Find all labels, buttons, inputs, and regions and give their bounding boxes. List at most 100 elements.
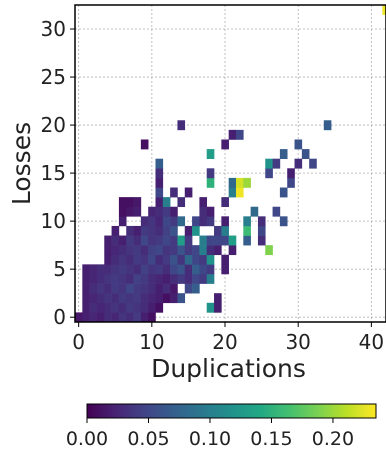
heatmap-cell — [184, 225, 193, 236]
heatmap-cell — [82, 312, 90, 323]
y-axis-ticks: 0 5 10 15 20 25 30 — [41, 17, 75, 329]
heatmap-cell — [111, 254, 120, 265]
heatmap-cell — [184, 187, 193, 198]
heatmap-cell — [228, 187, 237, 198]
heatmap-cell — [89, 264, 98, 275]
heatmap-cell — [272, 206, 281, 217]
heatmap-cell — [126, 264, 134, 275]
heatmap-cell — [126, 273, 134, 284]
heatmap-cell — [155, 177, 164, 188]
heatmap-cell — [133, 283, 142, 294]
x-tick-label: 0 — [72, 330, 85, 354]
heatmap-cell — [279, 149, 288, 159]
heatmap-cell — [214, 245, 222, 256]
heatmap-cell — [148, 273, 156, 284]
heatmap-cell — [126, 206, 134, 217]
heatmap-cell — [162, 197, 171, 208]
heatmap-cell — [133, 197, 142, 208]
heatmap-cell — [177, 197, 186, 208]
heatmap-cell — [294, 158, 303, 169]
heatmap-cell — [89, 283, 98, 294]
heatmap-cell — [221, 225, 229, 236]
heatmap-cell — [170, 187, 178, 198]
heatmap-cell — [118, 254, 127, 265]
heatmap-cell — [133, 312, 142, 323]
heatmap-cell — [126, 254, 134, 265]
heatmap-cell — [104, 264, 112, 275]
heatmap-cell — [265, 245, 273, 256]
heatmap-cell — [184, 235, 193, 246]
heatmap-cell — [294, 139, 303, 150]
heatmap-cell — [89, 312, 98, 323]
heatmap-cell — [228, 129, 237, 140]
heatmap-cell — [82, 293, 90, 304]
heatmap-cell — [111, 235, 120, 246]
heatmap-cell — [184, 254, 193, 265]
heatmap-cell — [140, 139, 149, 150]
x-axis-ticks: 0 10 20 30 40 — [72, 322, 384, 354]
heatmap-cell — [148, 293, 156, 304]
heatmap-cells — [75, 5, 386, 323]
heatmap-cell — [140, 254, 149, 265]
heatmap-cell — [133, 245, 142, 256]
heatmap-cell — [272, 158, 281, 169]
heatmap-cell — [257, 235, 266, 246]
heatmap-cell — [133, 235, 142, 246]
heatmap-cell — [162, 273, 171, 284]
heatmap-cell — [192, 254, 200, 265]
heatmap-cell — [96, 302, 105, 313]
y-tick-label: 30 — [41, 17, 66, 41]
heatmap-cell — [118, 293, 127, 304]
heatmap-cell — [96, 273, 105, 284]
heatmap-cell — [279, 216, 288, 227]
heatmap-cell — [104, 312, 112, 323]
heatmap-cell — [214, 235, 222, 246]
heatmap-cell — [155, 158, 164, 169]
heatmap-cell — [148, 254, 156, 265]
heatmap-cell — [243, 225, 251, 236]
heatmap-cell — [133, 206, 142, 217]
heatmap-cell — [382, 5, 386, 15]
heatmap-cell — [126, 293, 134, 304]
heatmap-cell — [104, 302, 112, 313]
heatmap-cell — [118, 312, 127, 323]
heatmap-cell — [126, 197, 134, 208]
heatmap-cell — [206, 264, 215, 275]
heatmap-cell — [221, 139, 229, 150]
heatmap-cell — [184, 264, 193, 275]
x-tick-label: 30 — [285, 330, 310, 354]
heatmap-cell — [155, 187, 164, 198]
heatmap-cell — [192, 245, 200, 256]
x-tick-label: 20 — [212, 330, 237, 354]
heatmap-cell — [96, 293, 105, 304]
heatmap-cell — [206, 273, 215, 284]
heatmap-cell — [140, 283, 149, 294]
heatmap-cell — [221, 216, 229, 227]
heatmap-cell — [265, 158, 273, 169]
y-tick-label: 15 — [41, 161, 66, 185]
heatmap-cell — [235, 177, 244, 188]
heatmap-cell — [96, 283, 105, 294]
heatmap-cell — [155, 254, 164, 265]
heatmap-cell — [199, 206, 208, 217]
heatmap-cell — [126, 283, 134, 294]
heatmap-cell — [206, 235, 215, 246]
heatmap-cell — [184, 273, 193, 284]
y-tick-label: 20 — [41, 113, 66, 137]
y-axis-label: Losses — [7, 122, 36, 205]
heatmap-cell — [170, 293, 178, 304]
y-tick-label: 25 — [41, 65, 66, 89]
heatmap-cell — [140, 293, 149, 304]
heatmap-cell — [206, 177, 215, 188]
x-tick-label: 10 — [139, 330, 164, 354]
heatmap-cell — [140, 235, 149, 246]
heatmap-cell — [96, 312, 105, 323]
heatmap-cell — [221, 254, 229, 265]
heatmap-cell — [118, 216, 127, 227]
heatmap-cell — [228, 245, 237, 256]
heatmap-cell — [111, 225, 120, 236]
heatmap-cell — [126, 312, 134, 323]
heatmap-cell — [155, 245, 164, 256]
heatmap-cell — [170, 245, 178, 256]
